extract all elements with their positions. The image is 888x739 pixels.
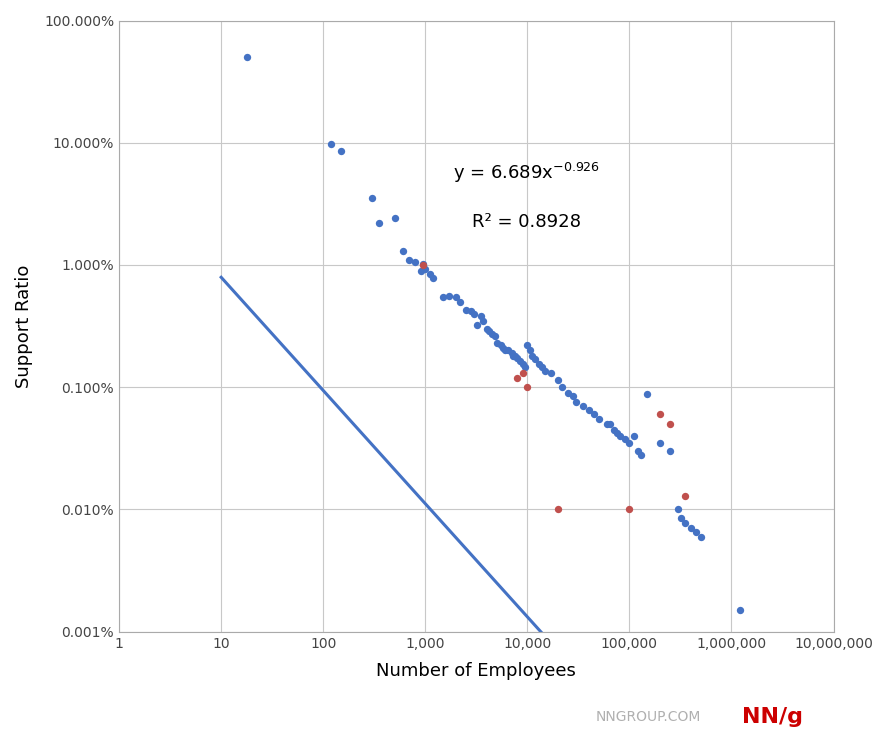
Point (603, 418, 617, 430)
Point (689, 526, 703, 538)
Point (387, 213, 401, 225)
Point (678, 490, 692, 502)
Point (630, 445, 645, 457)
Point (476, 315, 490, 327)
Point (522, 344, 536, 356)
Point (402, 254, 416, 266)
Point (640, 388, 654, 400)
Point (684, 522, 698, 534)
Text: NNGROUP.COM: NNGROUP.COM (596, 710, 701, 723)
Point (240, 52, 254, 64)
Point (508, 350, 522, 362)
Y-axis label: Support Ratio: Support Ratio (15, 265, 33, 388)
Point (520, 339, 535, 351)
Point (504, 347, 519, 359)
Text: y = 6.689x$^{-0.926}$: y = 6.689x$^{-0.926}$ (453, 161, 600, 185)
Point (505, 350, 519, 362)
Point (653, 409, 667, 420)
Point (591, 413, 606, 425)
Point (694, 531, 708, 542)
Point (511, 372, 525, 384)
Point (480, 323, 494, 335)
Point (627, 430, 641, 442)
Point (372, 217, 386, 229)
Point (555, 381, 569, 393)
Point (678, 517, 692, 528)
Point (441, 290, 456, 302)
Point (733, 605, 747, 616)
Text: R² = 0.8928: R² = 0.8928 (472, 213, 581, 231)
Point (365, 193, 379, 205)
Point (535, 361, 550, 373)
Point (470, 319, 484, 331)
Point (634, 449, 648, 460)
X-axis label: Number of Employees: Number of Employees (377, 661, 576, 680)
Point (609, 427, 623, 439)
Point (416, 258, 430, 270)
Point (414, 265, 428, 276)
Point (622, 503, 637, 515)
Point (516, 358, 530, 370)
Point (538, 365, 552, 377)
Point (449, 291, 464, 303)
Point (525, 350, 539, 362)
Point (436, 291, 450, 303)
Point (408, 256, 423, 268)
Point (513, 355, 527, 367)
Point (464, 305, 478, 317)
Point (532, 358, 546, 370)
Point (473, 310, 488, 322)
Point (467, 307, 481, 319)
Point (569, 397, 583, 409)
Point (496, 342, 511, 354)
Point (501, 344, 515, 356)
Point (418, 264, 432, 276)
Point (423, 268, 437, 279)
Point (459, 304, 473, 316)
Point (520, 381, 535, 393)
Point (551, 503, 565, 515)
Point (528, 353, 543, 365)
Point (511, 352, 525, 364)
Point (324, 138, 338, 150)
Point (582, 404, 596, 416)
Point (607, 423, 621, 435)
Point (453, 296, 467, 307)
Point (622, 437, 637, 449)
Point (561, 387, 575, 399)
Point (334, 146, 348, 157)
Point (426, 272, 440, 284)
Point (551, 374, 565, 386)
Point (488, 330, 502, 342)
Point (613, 430, 627, 442)
Point (618, 432, 632, 444)
Point (599, 418, 614, 430)
Point (516, 367, 530, 379)
Point (587, 409, 601, 420)
Point (494, 339, 508, 351)
Point (543, 367, 558, 379)
Point (575, 401, 590, 412)
Point (497, 344, 511, 356)
Point (663, 418, 678, 430)
Point (671, 503, 686, 515)
Point (663, 445, 678, 457)
Point (485, 329, 499, 341)
Point (653, 437, 667, 449)
Point (674, 512, 688, 524)
Point (489, 337, 503, 349)
Point (566, 390, 580, 402)
Text: NN/g: NN/g (742, 706, 803, 727)
Point (482, 324, 496, 336)
Point (518, 361, 532, 373)
Point (416, 259, 430, 271)
Point (395, 245, 409, 257)
